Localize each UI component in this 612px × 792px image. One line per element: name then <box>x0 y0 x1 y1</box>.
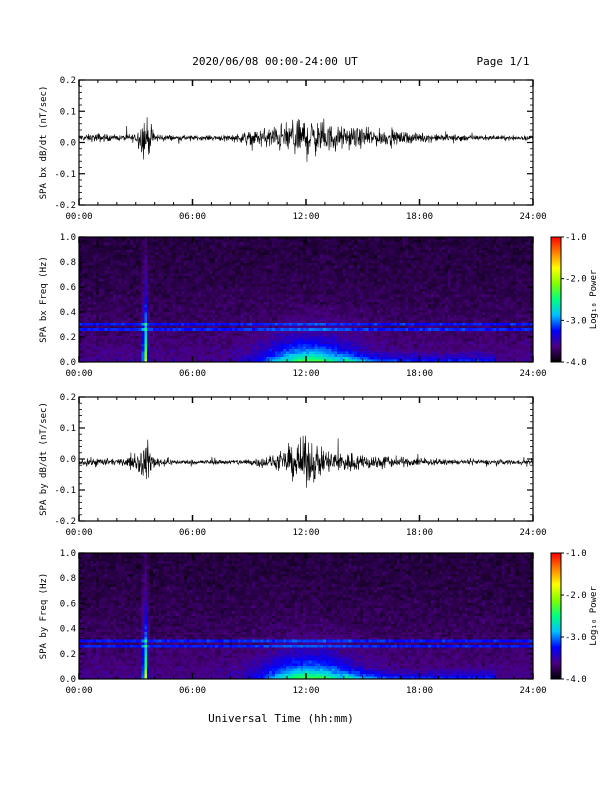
y-tick-label: 0.8 <box>60 574 76 584</box>
x-tick-label: 18:00 <box>406 686 433 696</box>
date-range-title: 2020/06/08 00:00-24:00 UT <box>192 55 358 68</box>
y-tick-label: -0.2 <box>54 517 76 527</box>
y-axis-label: SPA by Freq (Hz) <box>39 573 49 660</box>
y-tick-label: 0.2 <box>60 76 76 86</box>
y-tick-label: 0.2 <box>60 393 76 403</box>
x-tick-label: 24:00 <box>519 686 546 696</box>
x-tick-label: 06:00 <box>179 686 206 696</box>
y-axis-label: SPA bx Freq (Hz) <box>39 256 49 343</box>
x-tick-label: 24:00 <box>519 528 546 538</box>
x-tick-label: 18:00 <box>406 369 433 379</box>
colorbar-label: Log₁₀ Power <box>589 586 599 646</box>
x-tick-label: 00:00 <box>65 686 92 696</box>
x-tick-label: 12:00 <box>292 212 319 222</box>
spectrogram-panel: -1.0 -2.0 -3.0 -4.0 Log₁₀ Power 00:00 06:00 12:… <box>39 233 599 379</box>
y-axis-label: SPA by dB/dt (nT/sec) <box>39 402 49 516</box>
x-tick-label: 06:00 <box>179 369 206 379</box>
x-tick-label: 24:00 <box>519 369 546 379</box>
x-tick-label: 00:00 <box>65 369 92 379</box>
colorbar-tick-label: -2.0 <box>565 275 587 285</box>
x-tick-label: 00:00 <box>65 528 92 538</box>
spectrogram <box>79 237 533 362</box>
y-tick-label: 0.6 <box>60 599 76 609</box>
y-tick-label: 0.4 <box>60 625 76 635</box>
y-tick-label: 0.8 <box>60 258 76 268</box>
x-tick-label: 12:00 <box>292 369 319 379</box>
waveform-panel: 00:00 06:00 12:00 18:00 24:00 0.2 0.1 0.0 -0.1 -0… <box>39 393 547 538</box>
y-tick-label: 0.4 <box>60 308 76 318</box>
signal-trace <box>79 117 533 162</box>
y-tick-label: -0.2 <box>54 201 76 211</box>
spectrogram-panel: -1.0 -2.0 -3.0 -4.0 Log₁₀ Power 00:00 06:00 12:… <box>39 549 599 696</box>
y-tick-label: 1.0 <box>60 549 76 559</box>
y-tick-label: -0.1 <box>54 170 76 180</box>
y-tick-label: 0.6 <box>60 283 76 293</box>
colorbar-tick-label: -4.0 <box>565 358 587 368</box>
x-tick-label: 12:00 <box>292 686 319 696</box>
panels: 00:00 06:00 12:00 18:00 24:00 0.2 0.1 0.0 -0.1 -0… <box>39 76 599 696</box>
y-tick-label: 0.0 <box>60 358 76 368</box>
x-axis-label: Universal Time (hh:mm) <box>208 712 354 725</box>
colorbar-tick-label: -1.0 <box>565 549 587 559</box>
y-tick-label: 0.2 <box>60 650 76 660</box>
page-number: Page 1/1 <box>477 55 530 68</box>
y-tick-label: 0.2 <box>60 333 76 343</box>
spectrogram <box>79 553 533 679</box>
y-tick-label: 0.1 <box>60 424 76 434</box>
y-tick-label: 0.0 <box>60 139 76 149</box>
y-tick-label: 1.0 <box>60 233 76 243</box>
colorbar-tick-label: -3.0 <box>565 316 587 326</box>
x-tick-label: 06:00 <box>179 212 206 222</box>
x-tick-label: 24:00 <box>519 212 546 222</box>
colorbar: -1.0 -2.0 -3.0 -4.0 Log₁₀ Power <box>551 233 599 368</box>
colorbar-tick-label: -3.0 <box>565 633 587 643</box>
x-tick-label: 00:00 <box>65 212 92 222</box>
y-tick-label: 0.0 <box>60 455 76 465</box>
colorbar: -1.0 -2.0 -3.0 -4.0 Log₁₀ Power <box>551 549 599 685</box>
colorbar-tick-label: -4.0 <box>565 675 587 685</box>
x-tick-label: 12:00 <box>292 528 319 538</box>
signal-trace <box>79 436 533 488</box>
y-tick-label: -0.1 <box>54 486 76 496</box>
y-axis-label: SPA bx dB/dt (nT/sec) <box>39 86 49 200</box>
y-tick-label: 0.0 <box>60 675 76 685</box>
x-tick-label: 06:00 <box>179 528 206 538</box>
colorbar-label: Log₁₀ Power <box>589 269 599 329</box>
waveform-panel: 00:00 06:00 12:00 18:00 24:00 0.2 0.1 0.0 -0.1 -0… <box>39 76 547 222</box>
y-tick-label: 0.1 <box>60 107 76 117</box>
x-tick-label: 18:00 <box>406 212 433 222</box>
colorbar-tick-label: -2.0 <box>565 591 587 601</box>
x-tick-label: 18:00 <box>406 528 433 538</box>
colorbar-tick-label: -1.0 <box>565 233 587 243</box>
